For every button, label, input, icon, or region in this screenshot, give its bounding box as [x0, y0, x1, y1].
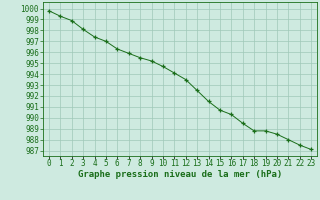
X-axis label: Graphe pression niveau de la mer (hPa): Graphe pression niveau de la mer (hPa): [78, 170, 282, 179]
